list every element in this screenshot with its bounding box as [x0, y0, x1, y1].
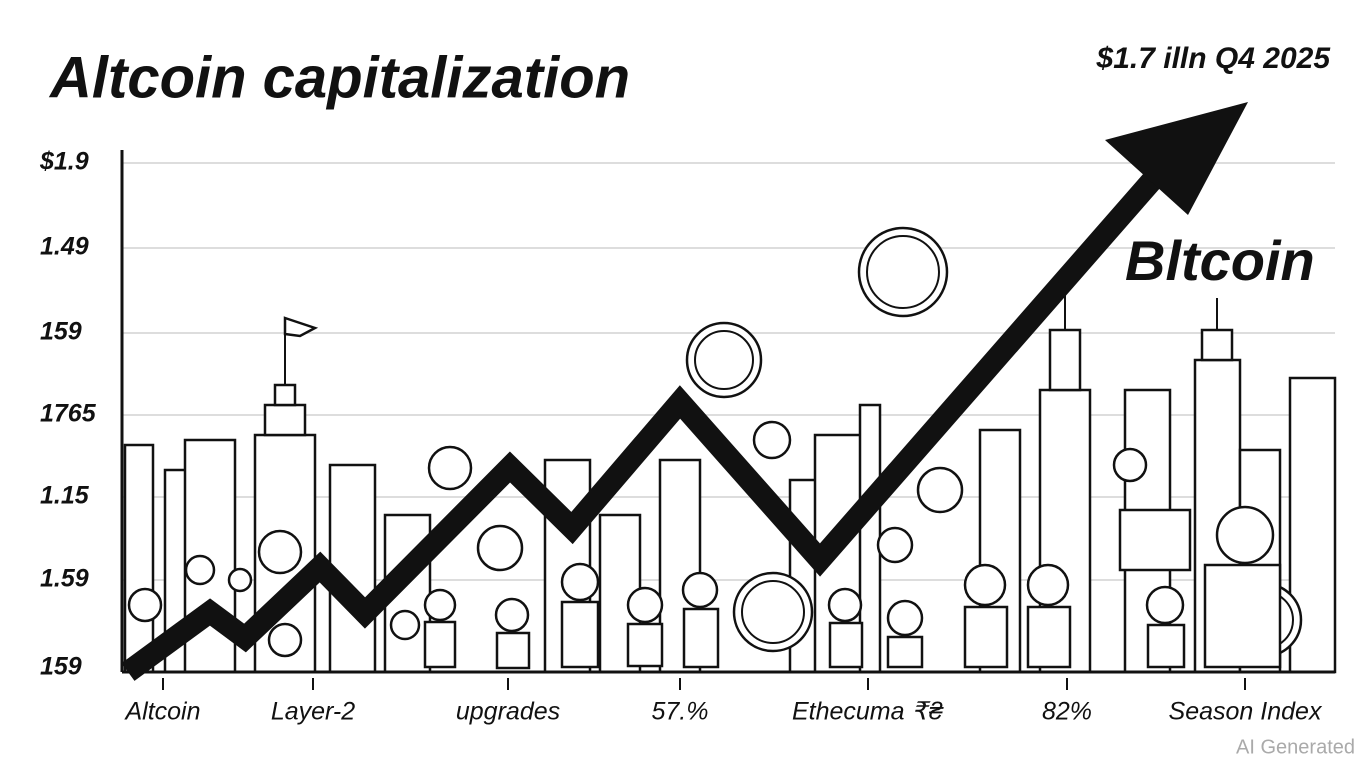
- watermark: AI Generated: [1236, 736, 1355, 758]
- y-label: $1.9: [39, 148, 89, 176]
- arrow-head: [1105, 102, 1248, 215]
- labels: $1.9 1.49 159 1765 1.15 1.59 159 Altcoin Layer-2…: [39, 148, 1323, 726]
- people: [184, 447, 1282, 670]
- x-label: Season Index: [1169, 698, 1323, 726]
- title: Altcoin capitalization: [48, 45, 630, 110]
- x-label: Ethecuma ₹₴: [792, 698, 944, 726]
- y-label: 1.59: [40, 565, 89, 593]
- y-label: 1.49: [40, 233, 89, 261]
- y-label: 159: [40, 318, 82, 346]
- annotation: $1.7 illn Q4 2025: [1096, 42, 1332, 75]
- trend-line: [121, 152, 1179, 681]
- y-label: 159: [40, 653, 82, 681]
- y-label: 1.15: [40, 482, 90, 510]
- y-label: 1765: [40, 400, 97, 428]
- x-label: 57.%: [652, 698, 709, 726]
- x-label: upgrades: [456, 698, 560, 726]
- x-label: Layer-2: [271, 698, 355, 726]
- brand-label: Bltcoin: [1125, 229, 1315, 292]
- x-label: Altcoin: [123, 698, 200, 726]
- x-label: 82%: [1042, 698, 1092, 726]
